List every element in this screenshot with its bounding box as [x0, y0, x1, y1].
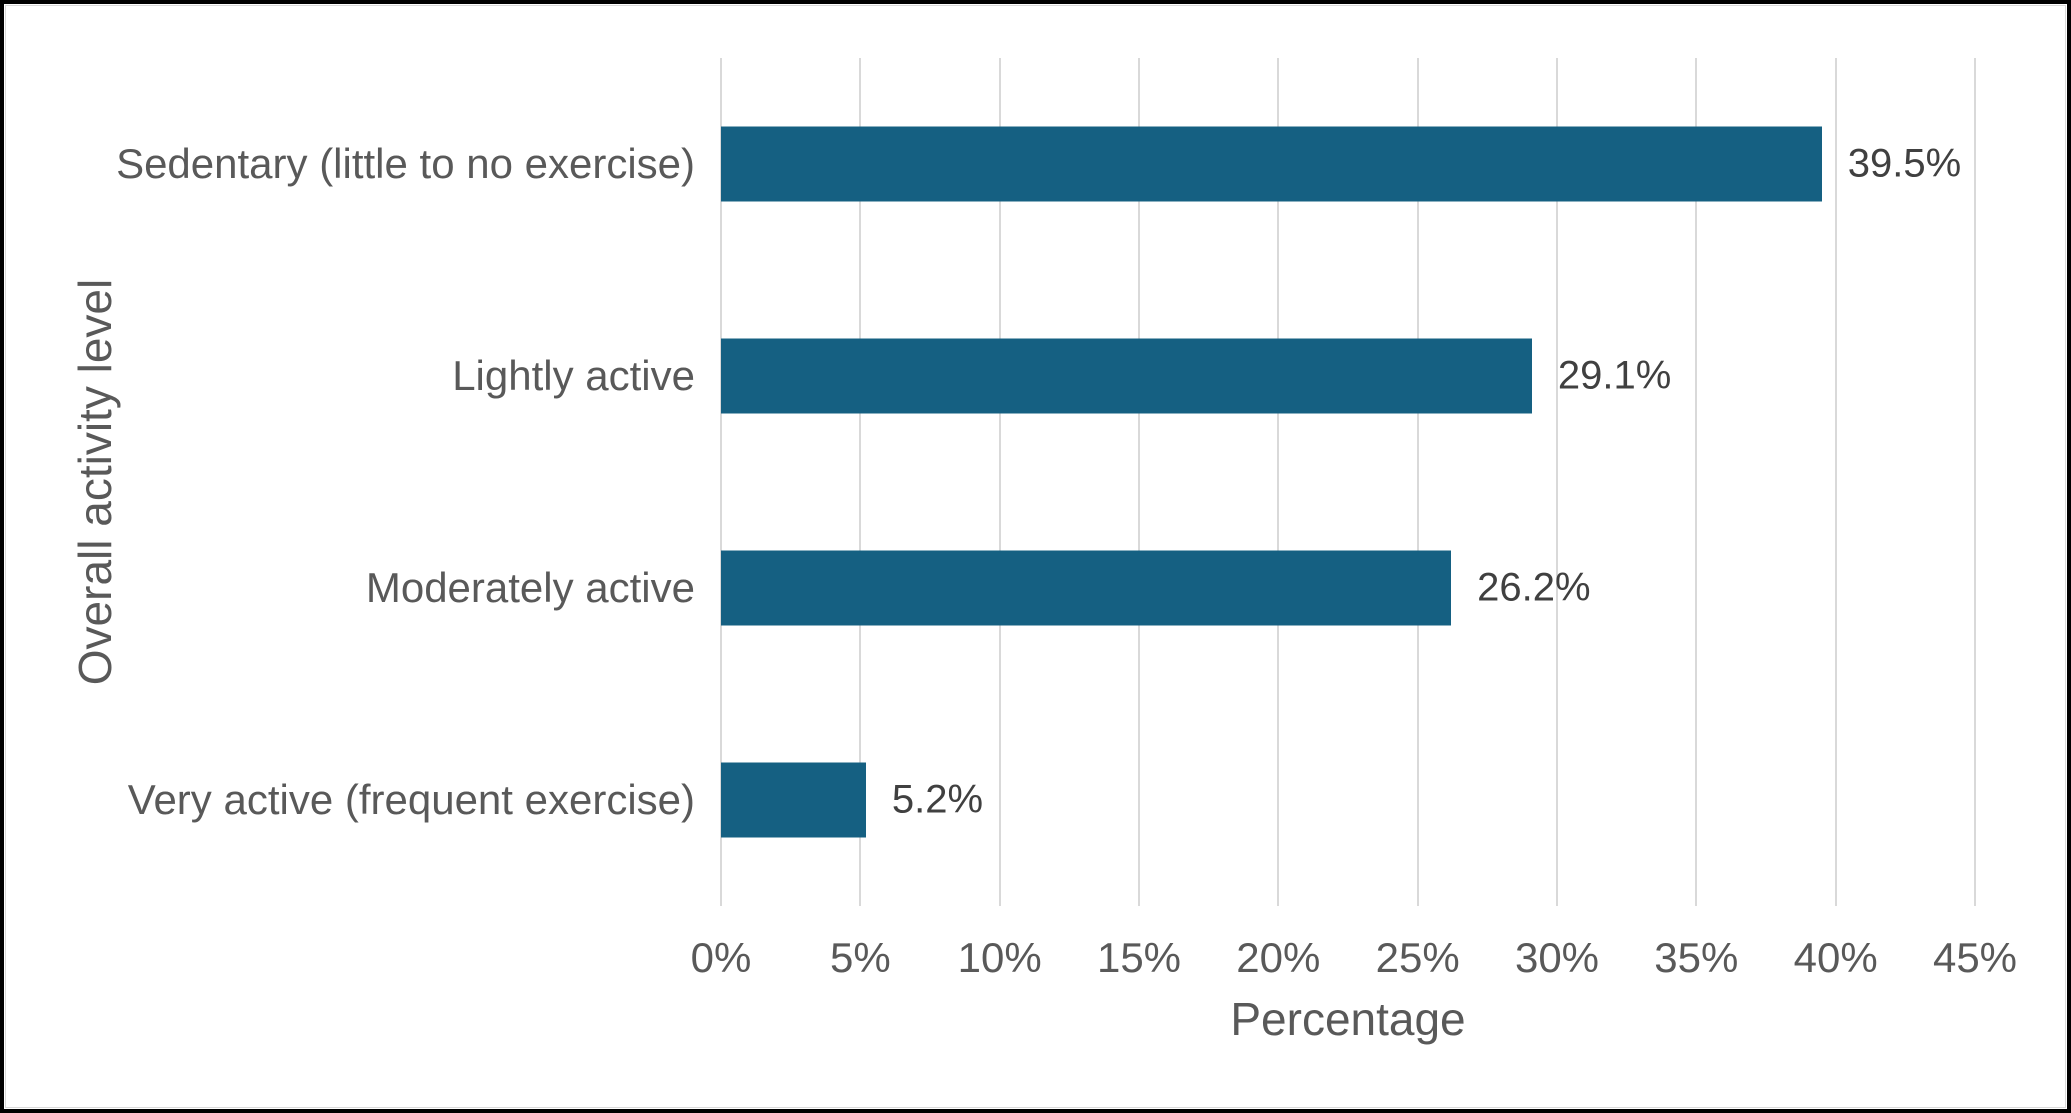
gridline	[998, 58, 1001, 906]
bar-row: Very active (frequent exercise) 5.2%	[128, 694, 1975, 906]
category-label: Very active (frequent exercise)	[127, 776, 695, 823]
gridline	[1974, 58, 1976, 906]
category-label: Moderately active	[365, 564, 695, 611]
bar	[721, 550, 1452, 626]
x-tick-label: 35%	[1654, 934, 1739, 981]
bar	[721, 338, 1532, 414]
category-label: Lightly active	[452, 352, 695, 399]
gridline	[1138, 58, 1140, 906]
bar	[721, 762, 866, 838]
y-axis-title: Overall activity level	[69, 278, 121, 686]
x-tick-label: 15%	[1096, 934, 1182, 981]
bar-row: Sedentary (little to no exercise) 39.5%	[116, 58, 1975, 270]
x-tick-label: 25%	[1375, 934, 1460, 981]
gridline	[859, 58, 862, 906]
x-tick-label: 5%	[829, 934, 891, 981]
x-tick-label: 40%	[1793, 934, 1878, 981]
bar-row: Moderately active 26.2%	[366, 482, 1975, 694]
data-label: 39.5%	[1847, 141, 1962, 186]
bar-row: Lightly active 29.1%	[452, 270, 1975, 482]
gridline	[1834, 58, 1837, 906]
data-label: 26.2%	[1477, 565, 1591, 610]
gridline	[1416, 58, 1419, 906]
gridline	[720, 58, 722, 906]
gridline	[1556, 58, 1558, 906]
x-tick-label: 30%	[1514, 934, 1600, 981]
category-label: Sedentary (little to no exercise)	[116, 140, 695, 187]
data-label: 29.1%	[1557, 353, 1672, 398]
gridline	[1695, 58, 1698, 906]
bar	[721, 126, 1822, 202]
plot-area: Percentage 0% 5% 10% 15% 20% 25% 30% 35% 40% 45% S…	[116, 58, 2017, 1045]
x-tick-label: 10%	[957, 934, 1042, 981]
x-axis-title: Percentage	[1230, 993, 1466, 1045]
x-tick-label: 45%	[1932, 934, 2018, 981]
chart-inner-frame	[5, 5, 2066, 1108]
data-label: 5.2%	[891, 777, 984, 822]
x-tick-label: 20%	[1236, 934, 1321, 981]
gridline	[1277, 58, 1280, 906]
x-tick-label: 0%	[690, 934, 752, 981]
